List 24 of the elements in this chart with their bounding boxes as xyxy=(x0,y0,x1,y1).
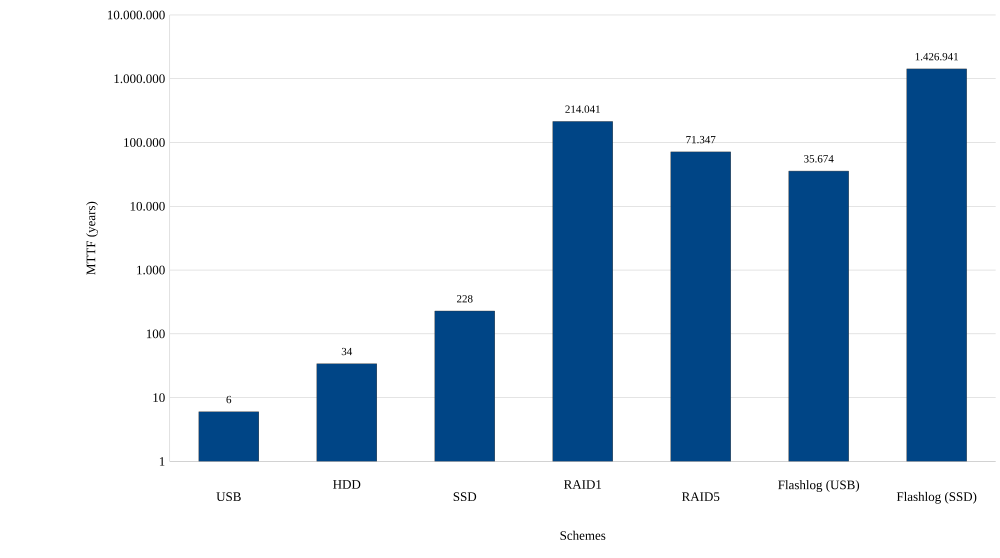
data-label: 1.426.941 xyxy=(916,52,958,60)
data-label: 228 xyxy=(456,294,473,302)
y-tick-label: 100.000 xyxy=(124,138,165,147)
x-tick-label: HDD xyxy=(333,480,360,489)
data-label: 34 xyxy=(342,348,352,356)
data-label: 214.041 xyxy=(565,105,600,113)
data-label: 6 xyxy=(226,396,232,404)
y-tick-label: 1 xyxy=(160,456,164,466)
x-tick-label: Flashlog (USB) xyxy=(778,480,860,492)
x-tick-label: USB xyxy=(216,492,241,501)
x-tick-label: RAID5 xyxy=(682,492,720,501)
y-tick-label: 1.000.000 xyxy=(114,74,165,84)
x-tick-label: RAID1 xyxy=(564,480,602,489)
y-tick-label: 100 xyxy=(146,329,165,338)
y-tick-label: 10.000.000 xyxy=(108,10,165,20)
x-axis-title: Schemes xyxy=(560,530,606,540)
y-tick-label: 1.000 xyxy=(137,266,165,274)
data-label: 71.347 xyxy=(686,136,716,144)
y-tick-label: 10 xyxy=(153,393,165,402)
x-tick-label: Flashlog (SSD) xyxy=(896,492,976,504)
data-label: 35.674 xyxy=(804,154,834,162)
y-axis-title: MTTF (years) xyxy=(86,202,98,275)
x-tick-label: SSD xyxy=(454,492,476,501)
y-tick-label: 10.000 xyxy=(130,202,165,211)
